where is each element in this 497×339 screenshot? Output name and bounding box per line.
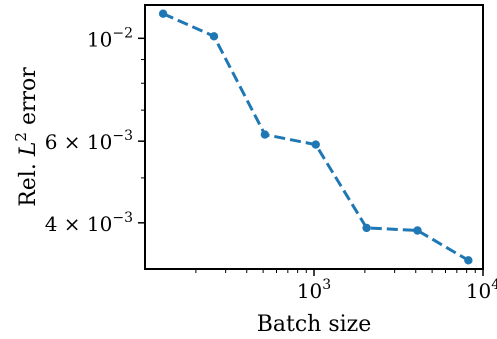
- y-tick-label-mantissa: 10: [87, 27, 112, 51]
- y-axis-label-exponent: 2: [12, 132, 30, 142]
- y-tick-label-exponent: −3: [112, 128, 133, 144]
- tick-marks: [138, 37, 484, 276]
- data-point: [413, 226, 422, 235]
- data-points: [158, 9, 473, 265]
- x-axis-label: Batch size: [257, 312, 372, 337]
- x-tick-label-exponent: 4: [491, 277, 497, 293]
- y-tick-label: 4 × 10−3: [45, 210, 133, 236]
- data-point: [362, 223, 371, 233]
- data-point: [158, 9, 168, 18]
- y-axis-label: Rel. L2 error: [12, 67, 41, 207]
- y-tick-label-mantissa: 6 × 10: [45, 130, 113, 154]
- y-tick-label: 6 × 10−3: [45, 128, 133, 154]
- data-point: [464, 256, 473, 265]
- y-axis-label-variable: L: [16, 142, 41, 158]
- x-tick-label: 103: [297, 277, 331, 303]
- plot-frame: [144, 4, 484, 270]
- series-line: [162, 12, 470, 262]
- x-tick-label-exponent: 3: [322, 277, 331, 293]
- data-point: [260, 130, 270, 139]
- y-axis-label-prefix: Rel.: [16, 156, 41, 207]
- data-point: [209, 32, 219, 41]
- data-point: [311, 140, 320, 149]
- x-tick-label-base: 10: [297, 279, 322, 303]
- y-tick-label-exponent: −2: [112, 25, 133, 41]
- y-tick-label-exponent: −3: [112, 210, 133, 226]
- x-tick-label: 104: [466, 277, 497, 303]
- y-tick-label: 10−2: [87, 25, 133, 51]
- y-axis-label-suffix: error: [16, 67, 41, 132]
- x-tick-label-base: 10: [466, 279, 491, 303]
- y-tick-label-mantissa: 4 × 10: [45, 212, 113, 236]
